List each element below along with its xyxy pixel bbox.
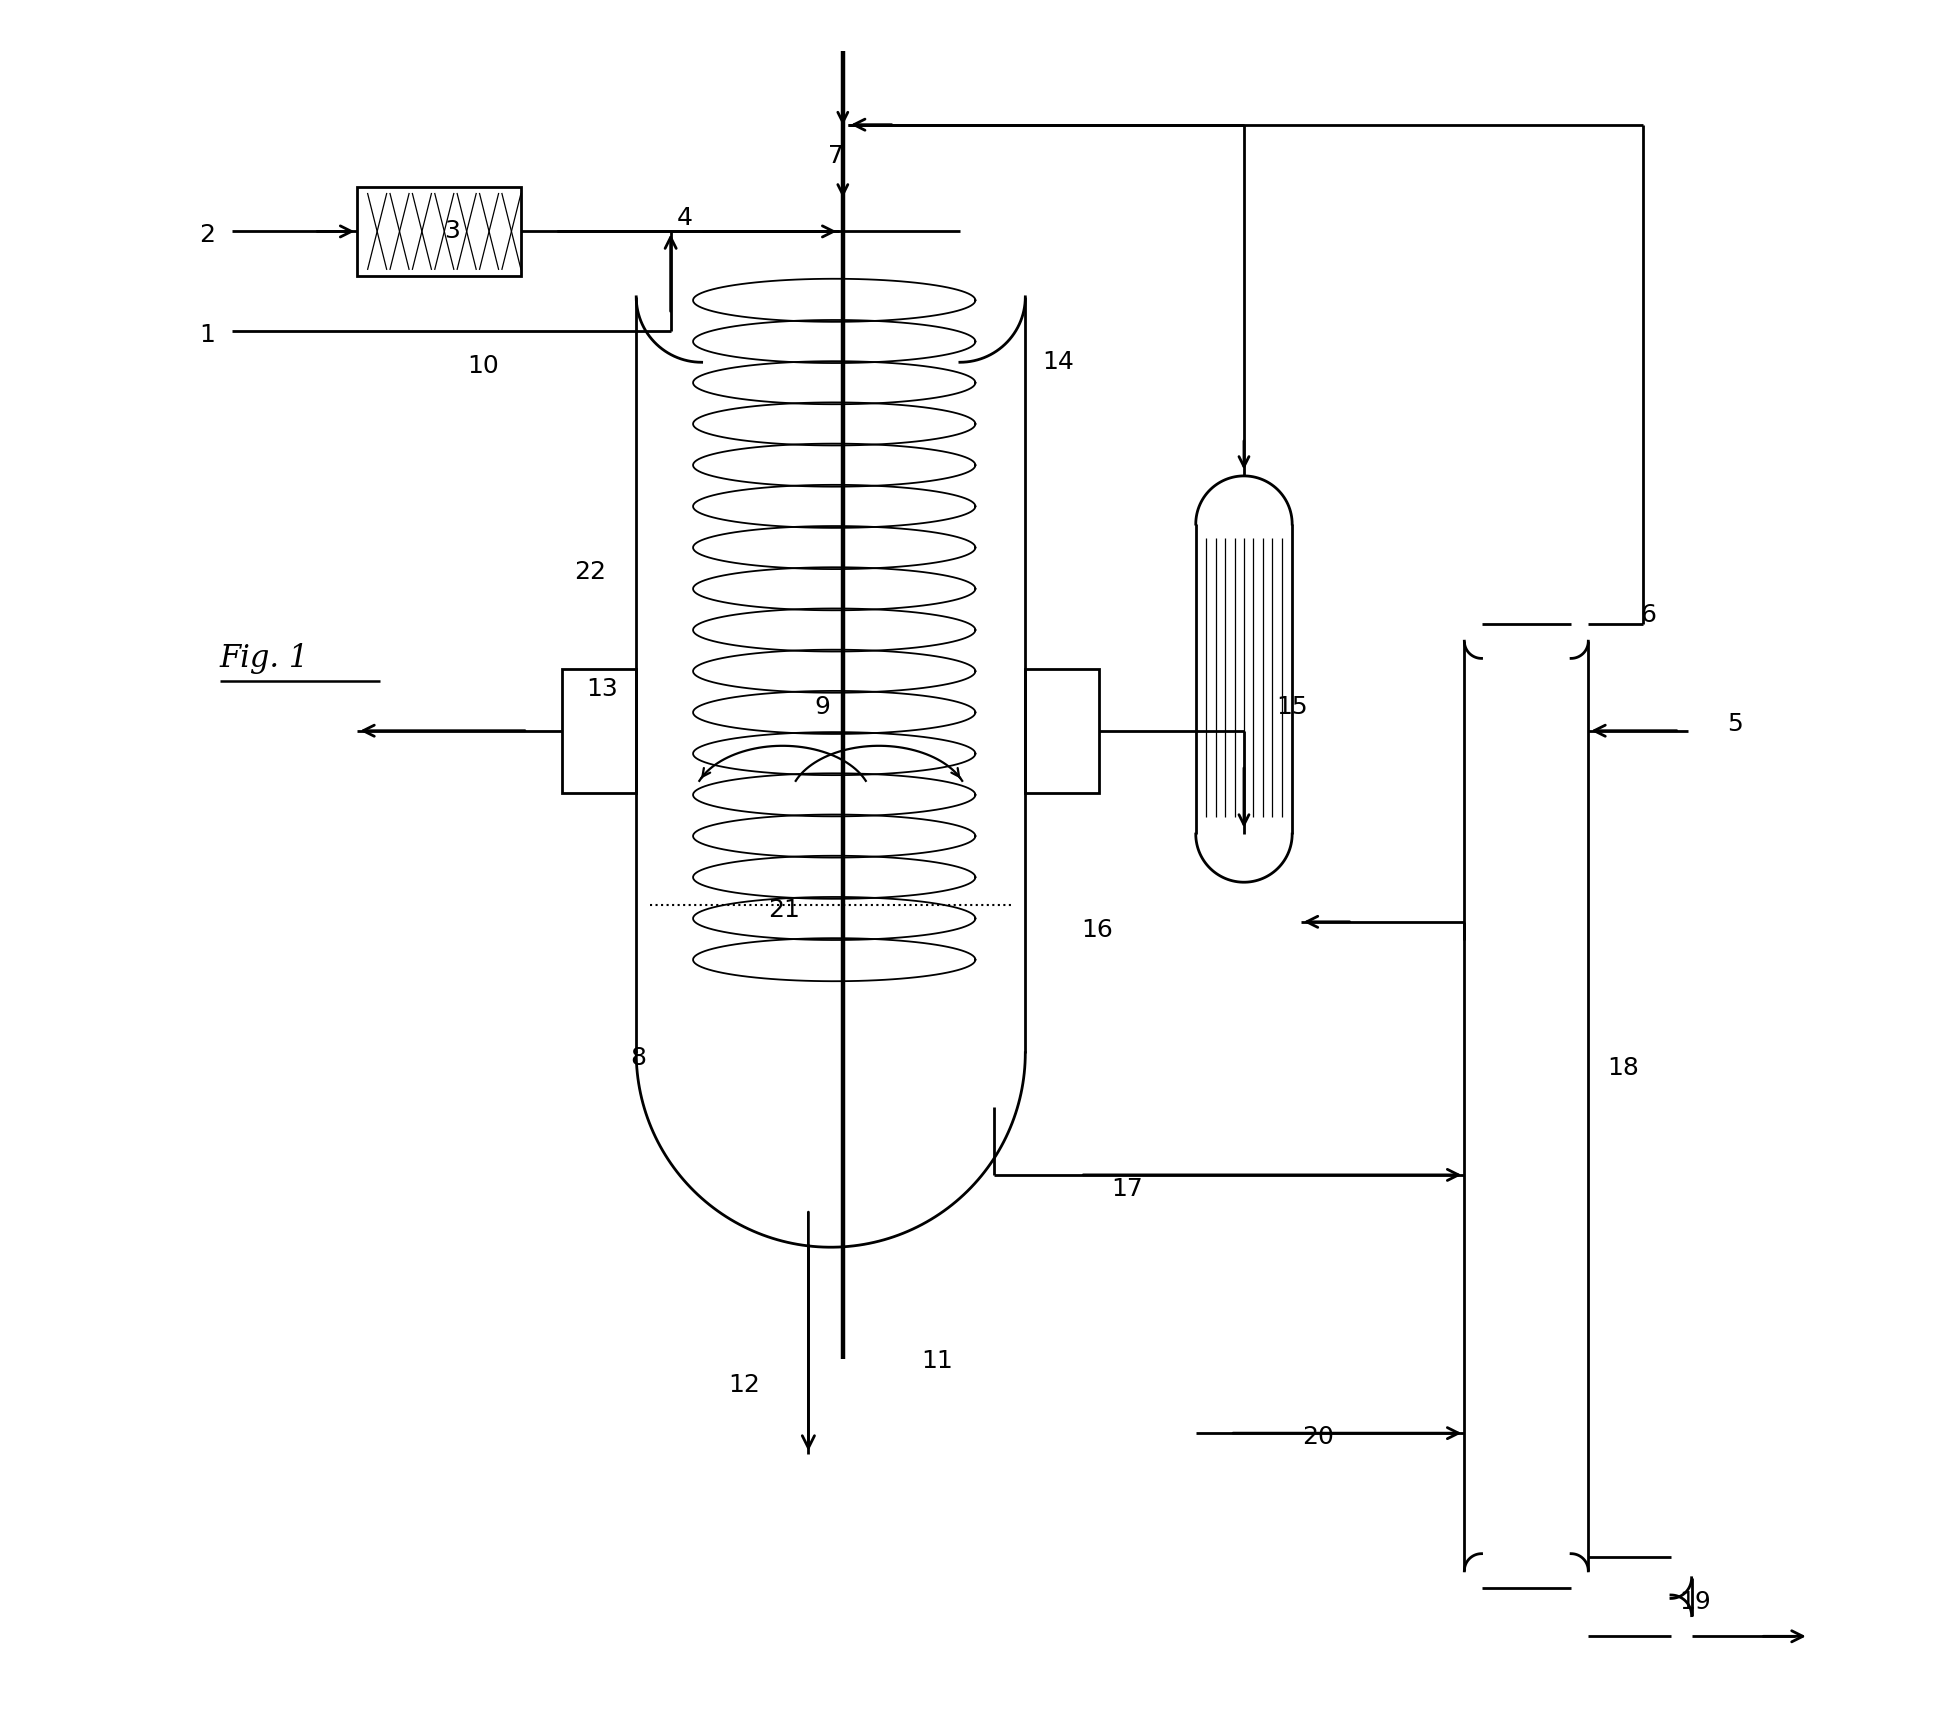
Bar <box>562 670 635 792</box>
Text: Fig. 1: Fig. 1 <box>219 644 308 675</box>
Text: 15: 15 <box>1276 695 1307 718</box>
Bar <box>1025 670 1100 792</box>
Text: 6: 6 <box>1641 604 1656 628</box>
Text: 10: 10 <box>467 353 500 377</box>
Text: 22: 22 <box>573 561 606 585</box>
Text: 18: 18 <box>1608 1055 1639 1080</box>
Text: 4: 4 <box>676 206 692 230</box>
Text: 1: 1 <box>200 324 215 346</box>
Text: 19: 19 <box>1679 1590 1710 1614</box>
Text: 3: 3 <box>444 220 459 244</box>
Text: 9: 9 <box>814 695 831 718</box>
Text: 14: 14 <box>1042 349 1073 374</box>
Text: 7: 7 <box>827 144 845 168</box>
Text: 11: 11 <box>922 1349 953 1374</box>
Text: 2: 2 <box>200 223 215 247</box>
Text: 17: 17 <box>1112 1176 1143 1201</box>
Text: 13: 13 <box>585 678 618 701</box>
Text: 5: 5 <box>1726 711 1743 735</box>
Text: 20: 20 <box>1302 1424 1335 1448</box>
Text: 12: 12 <box>728 1374 761 1396</box>
Bar <box>356 187 521 277</box>
Text: 21: 21 <box>769 898 800 922</box>
Text: 8: 8 <box>630 1047 645 1069</box>
Text: 16: 16 <box>1081 919 1114 943</box>
